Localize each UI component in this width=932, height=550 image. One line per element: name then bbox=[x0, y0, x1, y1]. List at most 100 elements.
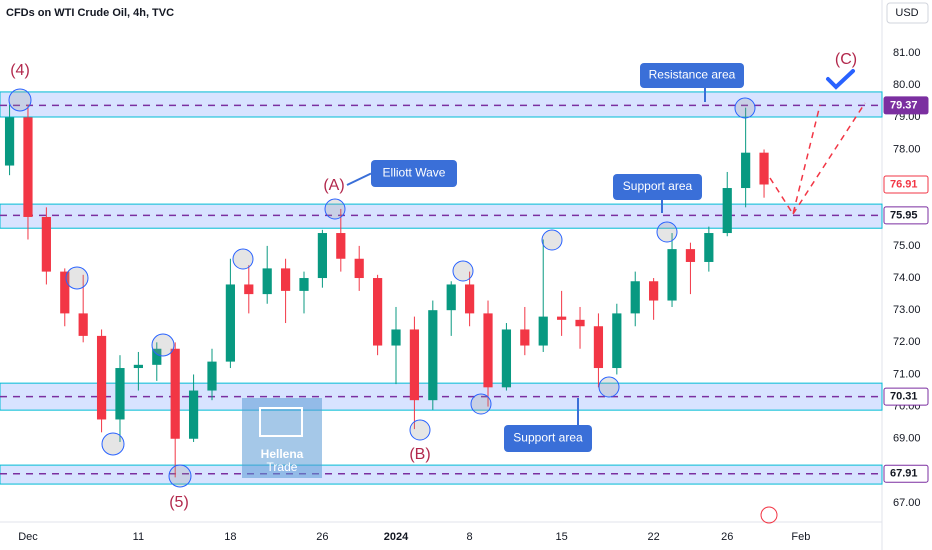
candle-body bbox=[520, 329, 530, 346]
candle-body bbox=[188, 390, 199, 439]
pivot-circle bbox=[232, 248, 254, 270]
last-price-box bbox=[883, 175, 929, 194]
pivot-circle bbox=[656, 221, 678, 243]
y-tick-label: 78.00 bbox=[893, 143, 921, 155]
y-tick-label: 72.00 bbox=[893, 336, 921, 348]
candle-body bbox=[391, 329, 401, 346]
pivot-circle bbox=[734, 97, 756, 119]
pivot-circle bbox=[65, 266, 89, 290]
candle-body bbox=[741, 152, 751, 189]
candle-body bbox=[170, 348, 180, 439]
candle-body bbox=[244, 284, 254, 295]
candle-body bbox=[96, 335, 107, 420]
x-tick-label: 22 bbox=[648, 531, 660, 543]
pivot-circles bbox=[8, 88, 756, 488]
level-label-box bbox=[883, 464, 929, 483]
event-icon bbox=[760, 506, 778, 524]
x-tick-label: 2024 bbox=[384, 531, 409, 543]
level-label-box bbox=[883, 387, 929, 406]
candle-body bbox=[557, 316, 567, 320]
candle-body bbox=[446, 284, 456, 311]
candle-body bbox=[667, 249, 677, 301]
candle-body bbox=[630, 281, 640, 314]
pivot-circle bbox=[541, 229, 563, 251]
y-tick-label: 71.00 bbox=[893, 368, 921, 380]
y-tick-label: 75.00 bbox=[893, 240, 921, 252]
candle-body bbox=[593, 326, 604, 369]
candle-body bbox=[207, 361, 217, 391]
candle-body bbox=[538, 316, 548, 346]
currency-box[interactable] bbox=[886, 2, 929, 24]
callout-box bbox=[504, 425, 592, 452]
y-tick-label: 81.00 bbox=[893, 47, 921, 59]
pivot-circle bbox=[8, 88, 32, 112]
pivot-circle bbox=[101, 432, 125, 456]
x-tick-label: 26 bbox=[721, 531, 733, 543]
candle-body bbox=[759, 152, 769, 185]
watermark-icon bbox=[259, 407, 303, 437]
candle-body bbox=[501, 329, 512, 388]
zone bbox=[0, 203, 883, 229]
checkmark bbox=[826, 69, 855, 90]
watermark-box bbox=[242, 398, 322, 478]
callout-box bbox=[640, 63, 744, 88]
x-tick-label: 15 bbox=[555, 531, 567, 543]
pivot-circle bbox=[452, 260, 474, 282]
candle-body bbox=[575, 319, 585, 327]
candle-body bbox=[465, 284, 475, 314]
candle-body bbox=[152, 348, 162, 365]
pivot-circle bbox=[598, 376, 620, 398]
zone bbox=[0, 464, 883, 485]
x-tick-label: 18 bbox=[224, 531, 236, 543]
watermark-text: Hellena bbox=[261, 447, 304, 461]
callout-pointer bbox=[346, 172, 372, 186]
wave-label: (B) bbox=[409, 446, 430, 463]
pivot-circle bbox=[324, 198, 346, 220]
pivot-circle bbox=[151, 333, 175, 357]
candle-body bbox=[409, 329, 420, 401]
currency[interactable]: USD bbox=[895, 7, 918, 19]
candle-body bbox=[41, 216, 51, 272]
x-tick-label: 26 bbox=[316, 531, 328, 543]
y-tick-label: 67.00 bbox=[893, 497, 921, 509]
candle-body bbox=[722, 188, 732, 234]
zone bbox=[0, 91, 883, 118]
pivot-circle bbox=[470, 393, 492, 415]
x-tick-label: Dec bbox=[18, 531, 38, 543]
candle-body bbox=[78, 313, 88, 336]
candle-body bbox=[317, 233, 328, 279]
y-tick-label: 73.00 bbox=[893, 304, 921, 316]
candle-body bbox=[115, 368, 125, 420]
y-tick-label: 69.00 bbox=[893, 433, 921, 445]
callout-text: Support area bbox=[623, 179, 693, 193]
callout-box bbox=[613, 174, 702, 200]
wave-label: (C) bbox=[835, 51, 857, 68]
level-label-box bbox=[883, 96, 929, 115]
x-tick-label: 11 bbox=[133, 531, 144, 543]
wave-label: (A) bbox=[323, 177, 344, 194]
candle-body bbox=[336, 233, 346, 259]
wave-label: (4) bbox=[10, 62, 30, 79]
candle-body bbox=[60, 271, 70, 314]
candle-body bbox=[225, 284, 235, 362]
candle-body bbox=[280, 268, 291, 291]
level-label: 67.91 bbox=[890, 468, 918, 480]
candle-body bbox=[483, 313, 493, 388]
candle-body bbox=[612, 313, 622, 369]
candle-body bbox=[133, 364, 143, 369]
x-tick-label: Feb bbox=[791, 531, 810, 543]
candle-body bbox=[299, 278, 309, 291]
candle-body bbox=[262, 268, 272, 295]
projection-path bbox=[792, 102, 866, 215]
candle-body bbox=[704, 233, 714, 262]
chart-title: CFDs on WTI Crude Oil, 4h, TVC bbox=[6, 7, 174, 19]
callout-text: Support area bbox=[513, 431, 583, 445]
level-label: 79.37 bbox=[890, 99, 918, 111]
callout-box bbox=[371, 160, 457, 187]
x-tick-label: 8 bbox=[467, 531, 473, 543]
last-price-label: 76.91 bbox=[890, 178, 918, 190]
callout-text: Elliott Wave bbox=[383, 166, 446, 180]
candle-body bbox=[373, 278, 383, 346]
candle-body bbox=[4, 117, 15, 166]
candle-body bbox=[649, 281, 659, 301]
